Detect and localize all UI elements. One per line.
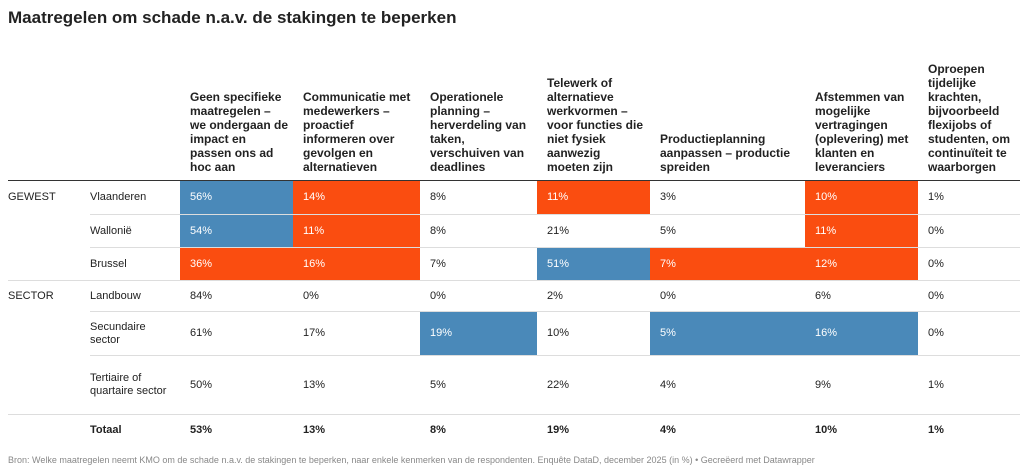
table-cell: 8% (430, 191, 446, 203)
table-cell: 7% (430, 257, 446, 270)
table-cell: 19% (420, 312, 537, 355)
row-rule (8, 280, 1020, 281)
column-header: Oproepen tijdelijke krachten, bijvoorbee… (928, 62, 1011, 174)
row-rule (90, 247, 1020, 248)
table-cell: 36% (180, 248, 293, 280)
table-cell: 1% (928, 378, 944, 391)
source: Bron: Welke maatregelen neemt KMO om de … (8, 455, 693, 465)
row-label: Vlaanderen (90, 191, 147, 203)
row-rule (90, 311, 1020, 312)
table-cell: 4% (660, 424, 676, 436)
table-cell: 5% (650, 312, 805, 355)
table-cell: 2% (547, 289, 563, 302)
row-label: Tertiaire of quartaire sector (90, 372, 167, 397)
table-cell: 50% (190, 378, 213, 391)
table-cell: 0% (303, 289, 319, 302)
column-header: Communicatie met medewerkers – proactief… (303, 90, 411, 174)
table-cell: 6% (815, 289, 831, 302)
table-cell: 5% (430, 378, 446, 391)
credit: • Gecreëerd met Datawrapper (695, 455, 815, 465)
row-label: Secundaire sector (90, 320, 146, 346)
table-cell: 0% (430, 289, 446, 302)
table-cell: 14% (293, 181, 420, 214)
table-cell: 5% (660, 224, 676, 237)
table-cell: 8% (430, 424, 446, 436)
footer: Bron: Welke maatregelen neemt KMO om de … (8, 455, 815, 465)
table-cell: 1% (928, 424, 944, 436)
table-cell: 19% (547, 424, 570, 436)
group-label: GEWEST (8, 191, 56, 203)
table-cell: 9% (815, 378, 831, 391)
table-cell: 0% (928, 289, 944, 302)
table-cell: 54% (180, 215, 293, 247)
table-cell: 10% (805, 181, 918, 214)
table-cell: 84% (190, 289, 213, 302)
group-label: SECTOR (8, 289, 54, 302)
table-cell: 13% (303, 424, 326, 436)
table-cell: 10% (547, 327, 570, 339)
table-cell: 21% (547, 224, 570, 237)
table-cell: 22% (547, 378, 570, 391)
row-rule (90, 355, 1020, 356)
row-label: Wallonië (90, 224, 132, 237)
table-cell: 11% (805, 215, 918, 247)
table-cell: 3% (660, 191, 676, 203)
table-cell: 13% (303, 378, 326, 391)
title: Maatregelen om schade n.a.v. de stakinge… (8, 8, 457, 27)
row-label: Totaal (90, 424, 122, 436)
table-cell: 10% (815, 424, 838, 436)
table-cell: 0% (928, 257, 944, 270)
column-header: Telewerk of alternatieve werkvormen – vo… (547, 76, 644, 174)
table-cell: 8% (430, 224, 446, 237)
table-cell: 16% (293, 248, 420, 280)
row-label: Landbouw (90, 289, 141, 302)
column-header: Afstemmen van mogelijke vertragingen (op… (815, 90, 909, 174)
column-header: Productieplanning aanpassen – productie … (660, 132, 791, 174)
table-cell: 51% (537, 248, 650, 280)
row-rule (8, 414, 1020, 415)
row-label: Brussel (90, 257, 127, 270)
table-cell: 4% (660, 378, 676, 391)
row-rule (90, 214, 1020, 215)
table-cell: 7% (650, 248, 805, 280)
column-header: Geen specifieke maatregelen – we onderga… (190, 90, 289, 174)
table-cell: 53% (190, 424, 213, 436)
header-rule (8, 180, 1020, 181)
table-cell: 17% (303, 327, 326, 339)
table-cell: 1% (928, 191, 944, 203)
table-cell: 61% (190, 327, 213, 339)
table-cell: 0% (928, 327, 944, 339)
table-cell: 56% (180, 181, 293, 214)
table-cell: 0% (928, 224, 944, 237)
column-header: Operationele planning – herverdeling van… (430, 90, 527, 174)
table-cell: 11% (537, 181, 650, 214)
table-cell: 11% (293, 215, 420, 247)
table-cell: 0% (660, 289, 676, 302)
table-cell: 12% (805, 248, 918, 280)
table-cell: 16% (805, 312, 918, 355)
